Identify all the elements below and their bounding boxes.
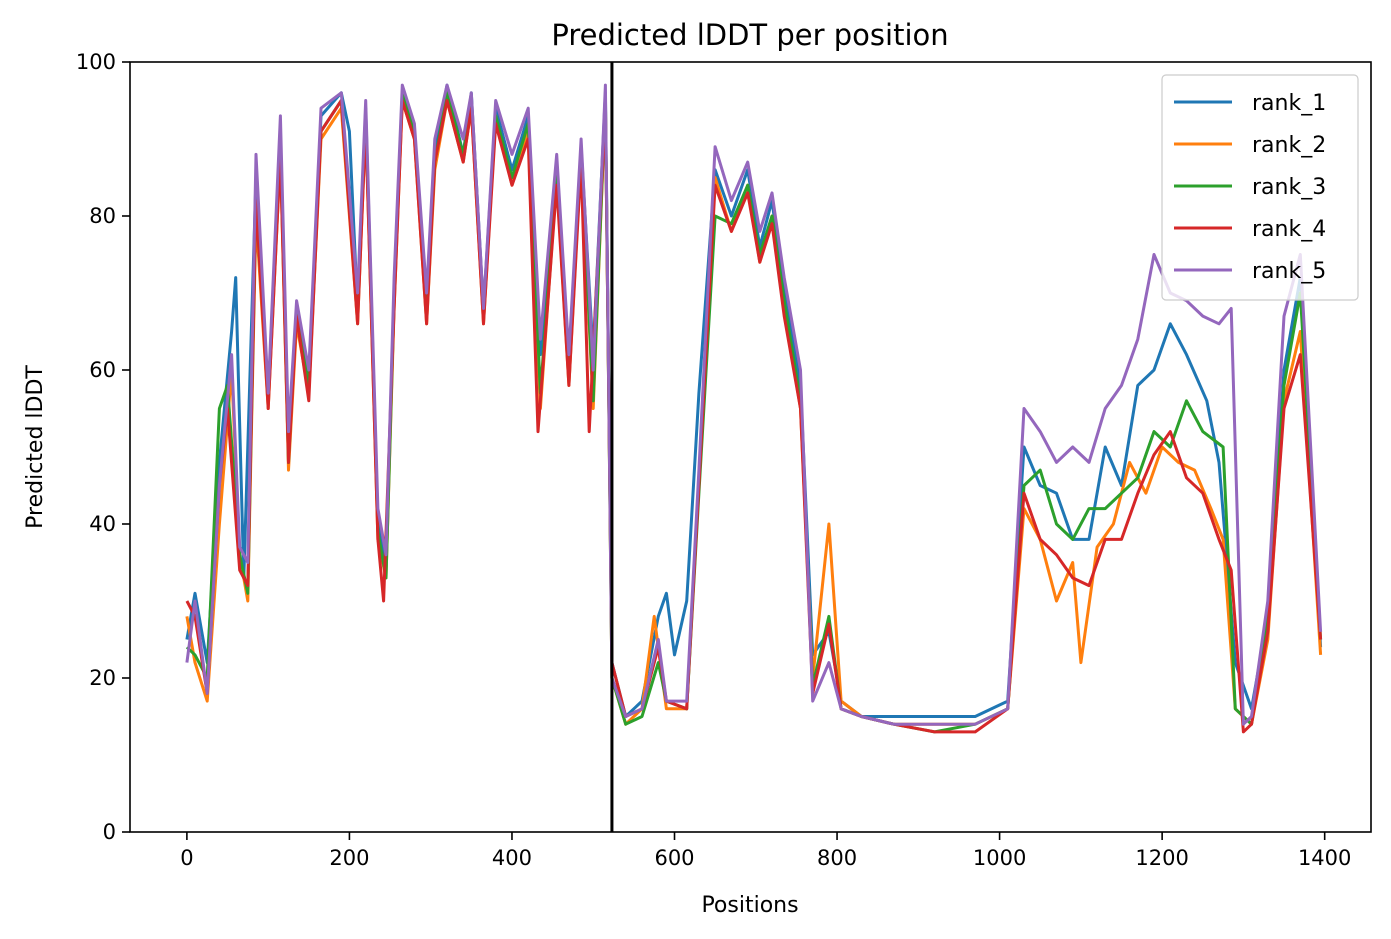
- x-tick-label: 1000: [973, 846, 1026, 870]
- y-axis-label: Predicted lDDT: [23, 365, 48, 529]
- x-tick-label: 200: [329, 846, 369, 870]
- y-tick-label: 100: [76, 50, 116, 74]
- legend-label-rank_3: rank_3: [1252, 175, 1326, 200]
- plot-frame: [129, 61, 1372, 833]
- x-axis-ticks: 0 200 400 600 800 1000 1200 1400: [180, 832, 1351, 870]
- y-tick-label: 0: [103, 820, 116, 844]
- y-tick-label: 60: [89, 358, 116, 382]
- x-tick-label: 800: [817, 846, 857, 870]
- y-tick-label: 80: [89, 204, 116, 228]
- plot-lines: [185, 83, 1323, 734]
- legend-label-rank_2: rank_2: [1252, 133, 1326, 158]
- legend-label-rank_4: rank_4: [1252, 217, 1326, 242]
- legend: rank_1 rank_2 rank_3 rank_4 rank_5: [1161, 74, 1359, 301]
- legend-box: [1161, 74, 1359, 301]
- y-axis-ticks: 0 20 40 60 80 100: [76, 50, 130, 844]
- x-tick-label: 1200: [1135, 846, 1188, 870]
- x-tick-label: 1400: [1298, 846, 1351, 870]
- x-tick-label: 600: [654, 846, 694, 870]
- chart-title: Predicted lDDT per position: [551, 18, 948, 52]
- legend-label-rank_1: rank_1: [1252, 91, 1326, 116]
- y-tick-label: 20: [89, 666, 116, 690]
- series-line-rank_5: [185, 83, 1323, 726]
- series-line-rank_1: [185, 83, 1323, 718]
- y-tick-label: 40: [89, 512, 116, 536]
- x-tick-label: 400: [492, 846, 532, 870]
- legend-label-rank_5: rank_5: [1252, 259, 1326, 284]
- x-axis-label: Positions: [701, 893, 798, 918]
- x-tick-label: 0: [180, 846, 193, 870]
